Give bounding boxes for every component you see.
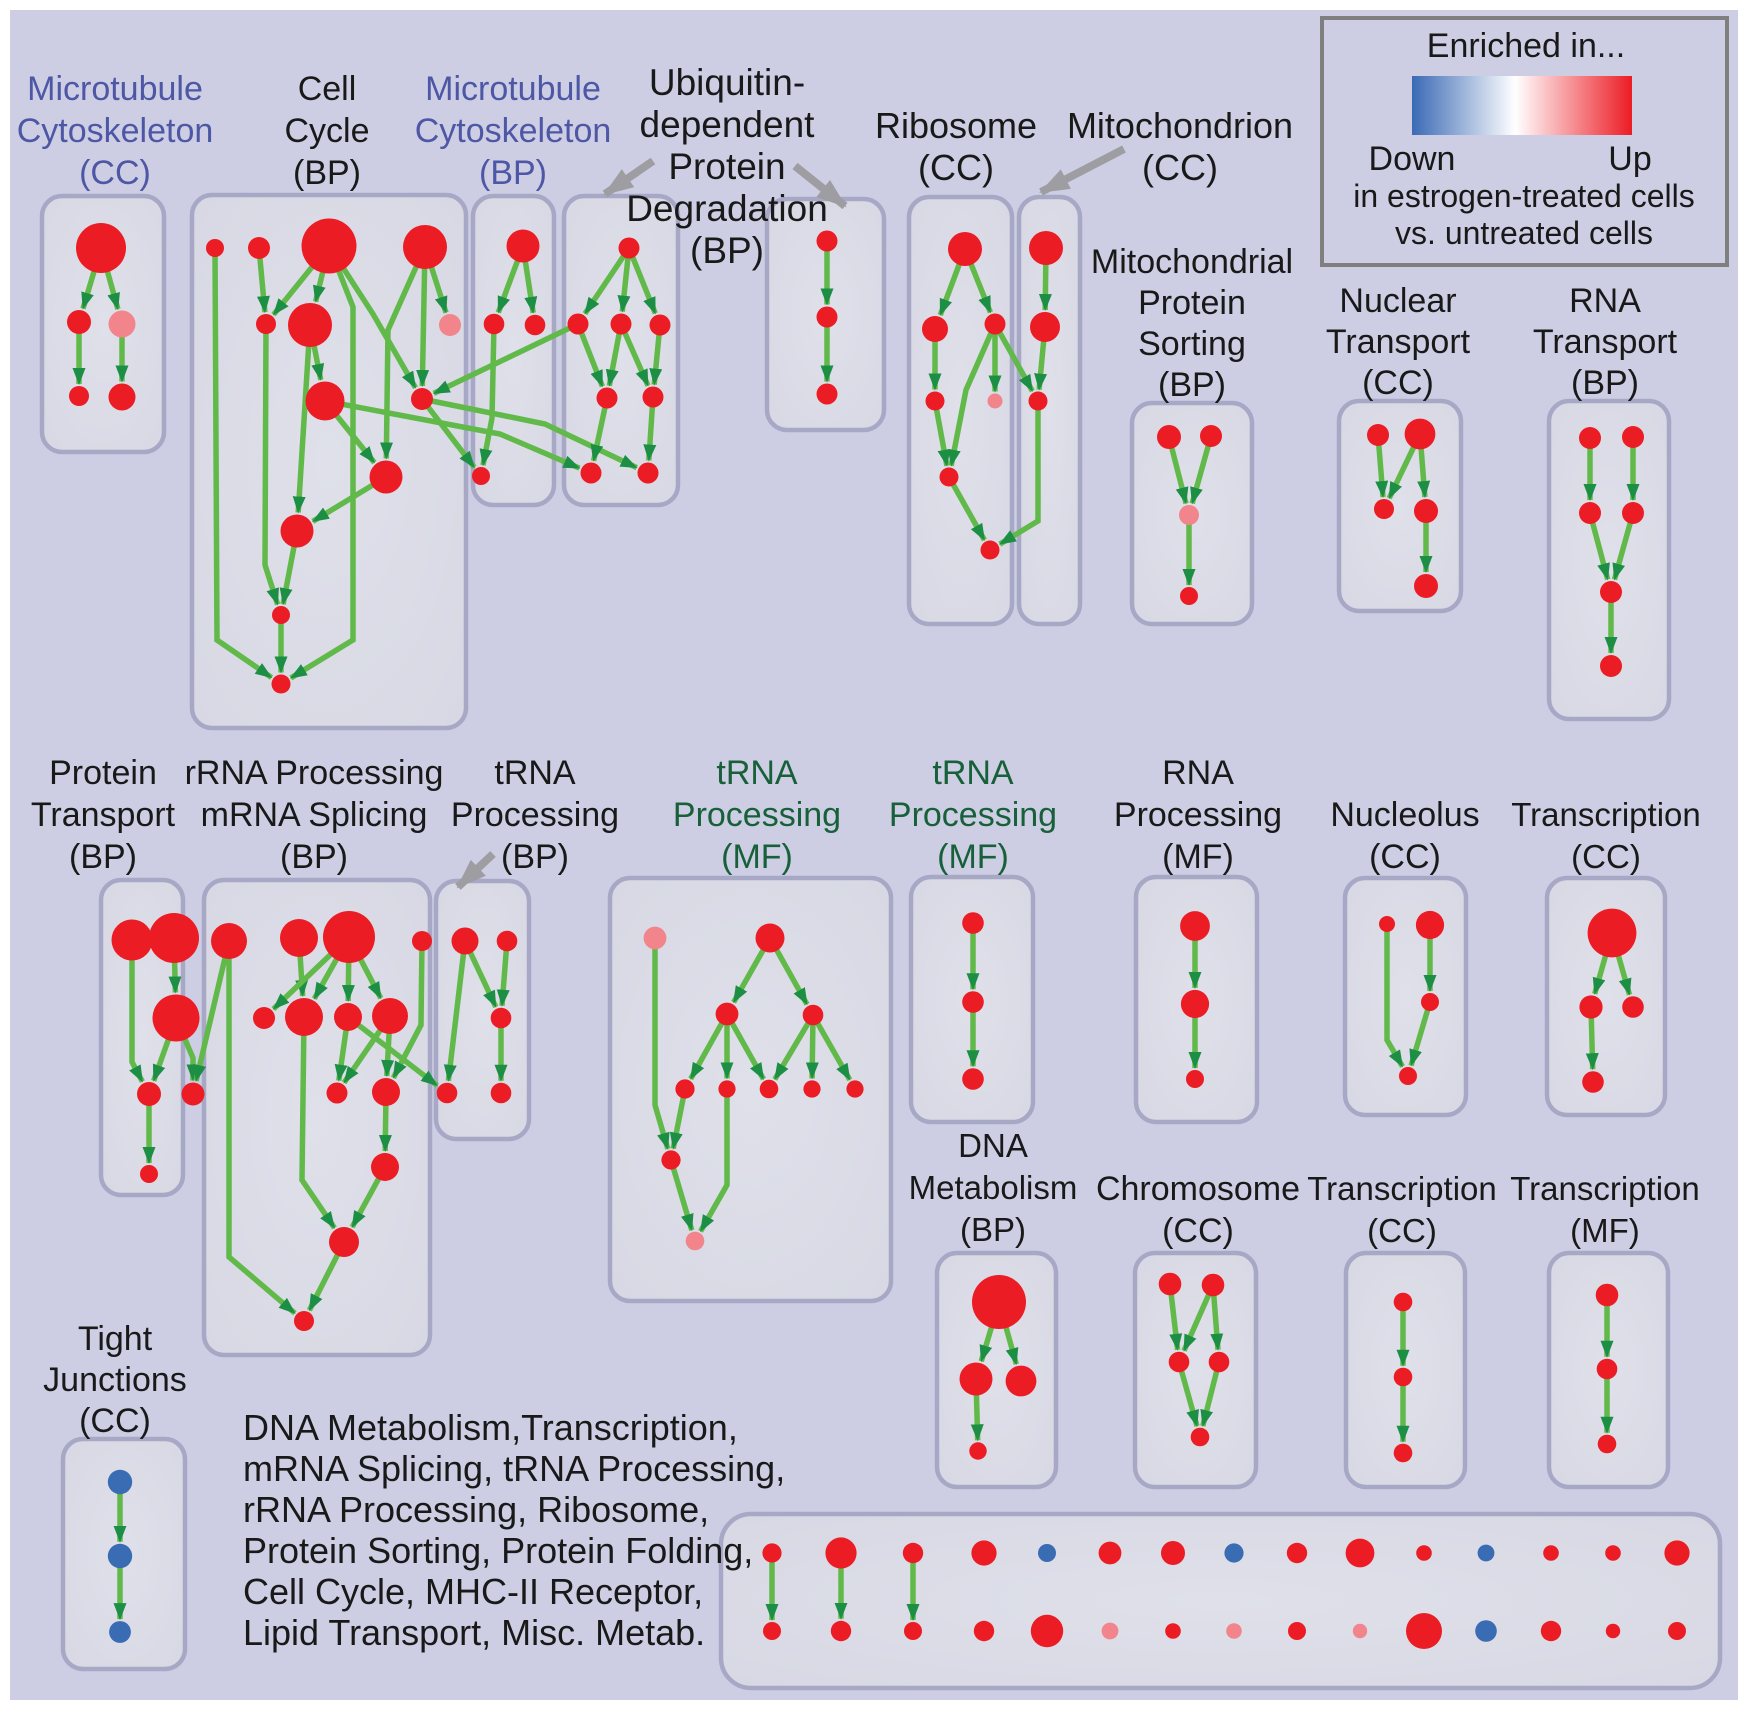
svg-text:Transport: Transport [31, 796, 176, 834]
svg-text:tRNA: tRNA [716, 754, 798, 792]
svg-text:(BP): (BP) [1158, 366, 1226, 404]
svg-text:Protein: Protein [1138, 284, 1246, 322]
svg-text:(BP): (BP) [501, 838, 569, 876]
svg-text:Transcription: Transcription [1511, 796, 1701, 833]
svg-text:Lipid Transport, Misc. Metab.: Lipid Transport, Misc. Metab. [243, 1612, 705, 1653]
svg-text:Mitochondrial: Mitochondrial [1091, 243, 1293, 281]
svg-text:(CC): (CC) [1571, 838, 1641, 875]
svg-text:Processing: Processing [889, 796, 1057, 834]
svg-text:(BP): (BP) [1571, 364, 1639, 402]
svg-text:Cycle: Cycle [284, 112, 369, 150]
svg-text:(BP): (BP) [293, 154, 361, 192]
svg-text:mRNA Splicing: mRNA Splicing [201, 796, 428, 834]
svg-text:Processing: Processing [673, 796, 841, 834]
svg-text:mRNA Splicing, tRNA Processing: mRNA Splicing, tRNA Processing, [243, 1448, 785, 1489]
svg-text:Metabolism: Metabolism [909, 1169, 1078, 1206]
svg-text:(CC): (CC) [1362, 364, 1434, 402]
svg-text:tRNA: tRNA [932, 754, 1014, 792]
svg-text:Transcription: Transcription [1510, 1170, 1700, 1207]
svg-text:(BP): (BP) [690, 230, 764, 271]
svg-text:tRNA: tRNA [494, 754, 576, 792]
svg-text:(MF): (MF) [937, 838, 1009, 876]
svg-text:(BP): (BP) [479, 154, 547, 192]
svg-text:Cytoskeleton: Cytoskeleton [415, 112, 612, 150]
svg-text:Protein: Protein [668, 146, 785, 187]
svg-text:Transport: Transport [1326, 323, 1471, 361]
svg-text:Processing: Processing [451, 796, 619, 834]
svg-text:Sorting: Sorting [1138, 325, 1246, 363]
svg-text:Tight: Tight [78, 1320, 153, 1358]
svg-text:Ribosome: Ribosome [875, 105, 1037, 146]
svg-text:Processing: Processing [1114, 796, 1282, 834]
svg-text:Chromosome: Chromosome [1096, 1170, 1300, 1208]
svg-text:Nucleolus: Nucleolus [1330, 796, 1479, 834]
svg-text:vs. untreated cells: vs. untreated cells [1395, 215, 1653, 251]
svg-text:Cell Cycle, MHC-II Receptor,: Cell Cycle, MHC-II Receptor, [243, 1571, 703, 1612]
svg-text:Microtubule: Microtubule [27, 70, 203, 108]
svg-text:Mitochondrion: Mitochondrion [1067, 105, 1293, 146]
svg-text:in estrogen-treated cells: in estrogen-treated cells [1353, 178, 1695, 214]
svg-text:Protein Sorting, Protein Foldi: Protein Sorting, Protein Folding, [243, 1530, 753, 1571]
svg-text:Enriched in...: Enriched in... [1427, 27, 1625, 65]
svg-text:Protein: Protein [49, 754, 157, 792]
svg-text:RNA: RNA [1569, 282, 1641, 320]
svg-text:(MF): (MF) [1162, 838, 1234, 876]
svg-text:Transcription: Transcription [1307, 1170, 1497, 1207]
svg-text:Transport: Transport [1533, 323, 1678, 361]
svg-text:(CC): (CC) [1142, 147, 1218, 188]
svg-text:rRNA Processing, Ribosome,: rRNA Processing, Ribosome, [243, 1489, 709, 1530]
svg-text:DNA Metabolism,Transcription,: DNA Metabolism,Transcription, [243, 1407, 738, 1448]
svg-text:Down: Down [1369, 140, 1456, 178]
svg-text:(CC): (CC) [1367, 1212, 1437, 1249]
svg-text:dependent: dependent [640, 104, 816, 145]
svg-text:(CC): (CC) [1162, 1212, 1234, 1250]
svg-text:Cell: Cell [298, 70, 357, 108]
svg-text:(MF): (MF) [721, 838, 793, 876]
svg-text:rRNA Processing: rRNA Processing [185, 754, 444, 792]
svg-text:Degradation: Degradation [626, 188, 828, 229]
svg-text:(CC): (CC) [1369, 838, 1441, 876]
svg-text:(CC): (CC) [79, 1402, 151, 1440]
svg-text:Ubiquitin-: Ubiquitin- [649, 62, 805, 103]
svg-text:DNA: DNA [958, 1127, 1028, 1164]
svg-text:(BP): (BP) [960, 1211, 1026, 1248]
svg-text:Nuclear: Nuclear [1339, 282, 1456, 320]
svg-text:RNA: RNA [1162, 754, 1234, 792]
svg-text:Microtubule: Microtubule [425, 70, 601, 108]
svg-text:Cytoskeleton: Cytoskeleton [17, 112, 214, 150]
svg-text:(MF): (MF) [1570, 1212, 1640, 1249]
svg-text:(CC): (CC) [918, 147, 994, 188]
svg-text:Junctions: Junctions [43, 1361, 187, 1399]
svg-text:(CC): (CC) [79, 154, 151, 192]
svg-text:Up: Up [1608, 140, 1651, 178]
svg-text:(BP): (BP) [280, 838, 348, 876]
svg-text:(BP): (BP) [69, 838, 137, 876]
